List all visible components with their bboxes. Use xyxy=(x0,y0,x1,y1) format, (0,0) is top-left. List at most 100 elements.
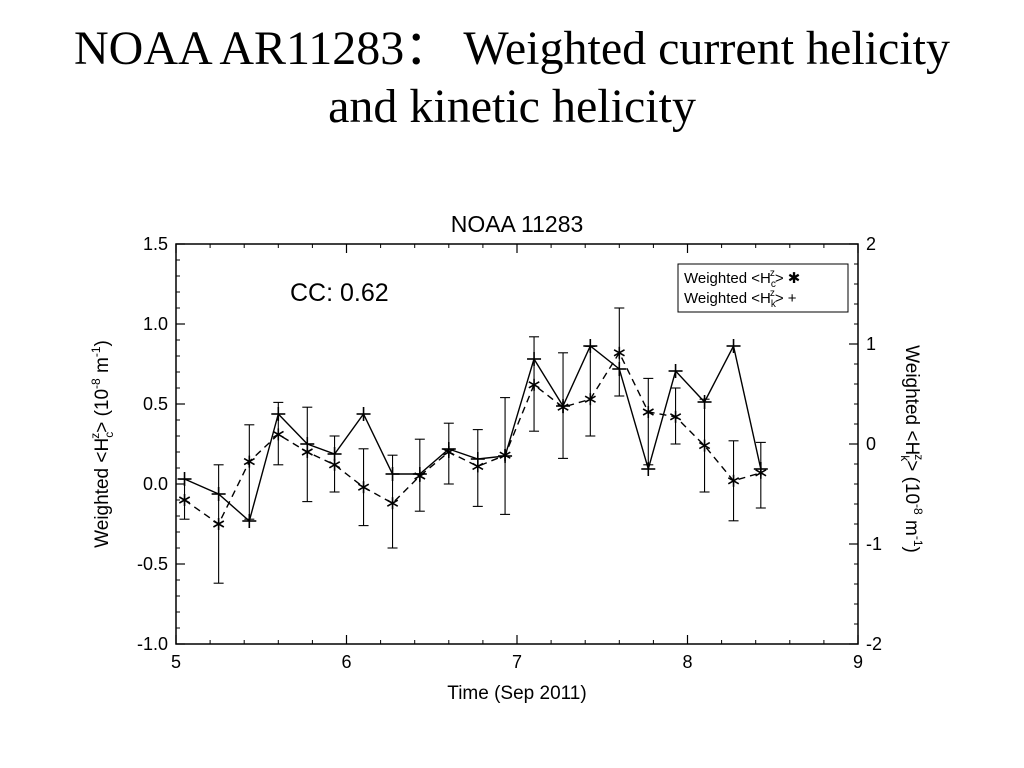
legend-kinetic-sub: k xyxy=(771,299,777,310)
right-y-tick-label: 1 xyxy=(866,334,876,354)
x-axis-ticks: 5 6 7 8 9 xyxy=(171,244,863,672)
series-kinetic-helicity xyxy=(177,339,768,528)
kinetic-helicity-point xyxy=(612,362,627,376)
asterisk-stroke xyxy=(272,430,284,439)
kinetic-helicity-point xyxy=(271,407,286,421)
right-ylabel-unit: > (10 xyxy=(901,460,922,504)
current-helicity-point xyxy=(213,518,225,530)
legend: Weighted <Hcz> ✱ Weighted <Hkz> + xyxy=(677,263,849,313)
right-y-axis-ticks: -2 -1 0 1 2 xyxy=(849,234,882,654)
asterisk-stroke xyxy=(178,496,191,504)
current-helicity-point xyxy=(272,428,284,441)
current-helicity-point xyxy=(642,406,654,418)
right-y-axis-label: Weighted <Hkz> (10-8 m-1) xyxy=(898,345,926,553)
right-ylabel-main: Weighted <H xyxy=(901,345,922,455)
left-y-tick-label: 1.0 xyxy=(143,314,168,334)
asterisk-stroke xyxy=(669,413,682,421)
x-tick-label: 8 xyxy=(682,652,692,672)
right-y-tick-label: -1 xyxy=(866,534,882,554)
right-ylabel-sup: z xyxy=(912,454,926,460)
asterisk-stroke xyxy=(301,448,313,456)
asterisk-stroke xyxy=(213,520,225,528)
left-ylabel-sup: z xyxy=(88,433,102,439)
legend-current-sup: z xyxy=(770,268,775,279)
slide-title-line-1: NOAA AR11283： Weighted current helicity xyxy=(73,22,950,75)
left-y-tick-label: 0.0 xyxy=(143,474,168,494)
legend-box xyxy=(677,263,849,313)
kinetic-helicity-point xyxy=(412,467,427,481)
kinetic-helicity-point xyxy=(583,339,598,353)
left-ylabel-tail-exp: -1 xyxy=(89,346,103,357)
chart-title: NOAA 11283 xyxy=(451,211,584,237)
left-ylabel-exp: -8 xyxy=(89,378,103,389)
asterisk-stroke xyxy=(472,462,484,471)
kinetic-helicity-point xyxy=(327,447,342,461)
right-ylabel-sub: k xyxy=(898,455,912,462)
legend-kinetic-name: Weighted <H xyxy=(684,290,771,307)
series-current-helicity xyxy=(178,307,767,584)
left-y-tick-label: 1.5 xyxy=(143,234,168,254)
kinetic-helicity-point xyxy=(527,352,542,366)
x-axis-label: Time (Sep 2011) xyxy=(447,683,586,704)
kinetic-helicity-point xyxy=(211,487,226,501)
kinetic-helicity-point xyxy=(668,364,683,378)
x-tick-label: 5 xyxy=(171,652,181,672)
legend-entry-kinetic: Weighted <Hkz> + xyxy=(684,288,797,310)
asterisk-stroke xyxy=(698,441,711,450)
asterisk-stroke xyxy=(528,381,540,389)
kinetic-helicity-point xyxy=(300,437,315,451)
current-helicity-point xyxy=(357,481,370,494)
current-helicity-point xyxy=(727,474,740,487)
current-helicity-point xyxy=(584,393,596,406)
legend-kinetic-sup: z xyxy=(770,288,775,299)
kinetic-helicity-point xyxy=(441,442,456,456)
kinetic-helicity-point xyxy=(726,339,741,353)
current-helicity-point xyxy=(669,410,682,423)
current-helicity-point xyxy=(243,455,255,468)
left-y-tick-label: 0.5 xyxy=(143,394,168,414)
right-ylabel-exp: -8 xyxy=(911,504,925,515)
left-ylabel-main: Weighted <H xyxy=(92,438,113,548)
kinetic-helicity-point xyxy=(498,449,513,463)
legend-current-close: > ✱ xyxy=(775,270,801,287)
asterisk-stroke xyxy=(613,349,625,357)
left-ylabel-unit: > (10 xyxy=(92,389,113,433)
asterisk-stroke xyxy=(328,461,341,469)
left-y-tick-label: -0.5 xyxy=(137,554,168,574)
left-y-axis-ticks: -1.0 -0.5 0.0 0.5 1.0 1.5 xyxy=(137,234,185,654)
asterisk-stroke xyxy=(642,408,654,416)
asterisk-stroke xyxy=(584,395,596,403)
x-tick-label: 7 xyxy=(512,652,522,672)
kinetic-helicity-point xyxy=(356,407,371,421)
right-y-tick-label: 0 xyxy=(866,434,876,454)
right-y-tick-label: -2 xyxy=(866,634,882,654)
left-ylabel-close: ) xyxy=(92,340,113,346)
kinetic-helicity-point xyxy=(470,452,485,466)
right-ylabel-tail-exp: -1 xyxy=(911,536,925,547)
kinetic-helicity-point xyxy=(242,514,257,528)
kinetic-helicity-point xyxy=(753,462,768,476)
left-ylabel-sub: c xyxy=(102,432,116,438)
asterisk-stroke xyxy=(727,477,740,485)
asterisk-stroke xyxy=(243,457,255,466)
legend-current-name: Weighted <H xyxy=(684,270,771,287)
x-tick-label: 6 xyxy=(341,652,351,672)
legend-kinetic-close: > + xyxy=(775,290,797,307)
asterisk-stroke xyxy=(386,499,399,507)
left-y-tick-label: -1.0 xyxy=(137,634,168,654)
asterisk-stroke xyxy=(357,483,370,491)
right-ylabel-close: ) xyxy=(901,547,922,553)
current-helicity-point xyxy=(528,378,540,391)
series-kinetic-line xyxy=(184,343,762,523)
current-helicity-point xyxy=(178,494,191,506)
right-ylabel-tail: m xyxy=(901,515,922,536)
slide-title-line-2: and kinetic helicity xyxy=(328,80,696,133)
legend-entry-current: Weighted <Hcz> ✱ xyxy=(684,268,800,290)
kinetic-helicity-point xyxy=(641,462,656,476)
kinetic-helicity-point xyxy=(556,399,571,413)
slide-title: NOAA AR11283： Weighted current helicity … xyxy=(0,20,1024,136)
current-helicity-point xyxy=(386,497,399,510)
right-y-tick-label: 2 xyxy=(866,234,876,254)
kinetic-helicity-point xyxy=(177,472,192,486)
